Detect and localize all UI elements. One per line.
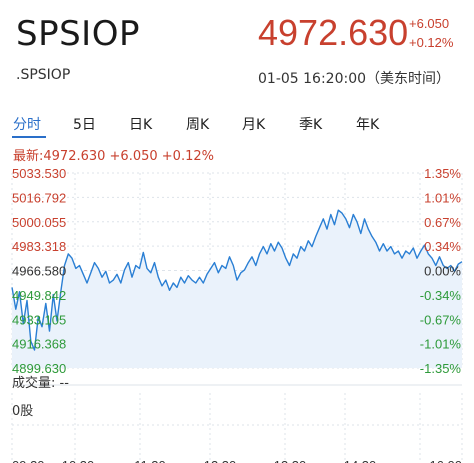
time-tick-label: 11:30	[134, 458, 166, 463]
percent-tick-label: 0.67%	[424, 215, 461, 230]
percent-tick-label: -0.34%	[420, 288, 462, 303]
tab-intraday[interactable]: 分时	[13, 117, 41, 133]
quote-header: SPSIOP .SPSIOP 4972.630 +6.050 +0.12% 01…	[0, 0, 474, 100]
percent-tick-label: -1.35%	[420, 361, 462, 376]
symbol-code: .SPSIOP	[16, 67, 71, 83]
percent-tick-label: -1.01%	[420, 337, 462, 352]
price-tick-label: 4983.318	[12, 239, 66, 254]
price-tick-label: 4916.368	[12, 337, 66, 352]
tab-weekly-k[interactable]: 周K	[186, 117, 210, 133]
price-tick-label: 5033.530	[12, 166, 66, 181]
period-tabs: 分时 5日 日K 周K 月K 季K 年K	[0, 114, 474, 138]
tab-quarterly-k[interactable]: 季K	[299, 117, 323, 133]
tab-daily-k[interactable]: 日K	[129, 117, 153, 133]
volume-value: 0股	[12, 404, 34, 419]
price-axis: 5033.530 5016.792 5000.055 4983.318 4966.580…	[12, 166, 66, 376]
price-area-fill	[12, 210, 462, 368]
time-tick-label: 13:30	[274, 458, 307, 463]
chart-area	[12, 210, 462, 368]
price-tick-label: 5000.055	[12, 215, 66, 230]
percent-tick-label: 0.00%	[424, 264, 461, 279]
intraday-chart: 5033.530 5016.792 5000.055 4983.318 4966.580…	[11, 166, 463, 463]
tab-yearly-k[interactable]: 年K	[356, 117, 380, 133]
time-tick-label: 10:30	[62, 458, 95, 463]
price-tick-label: 4966.580	[12, 264, 66, 279]
symbol-title: SPSIOP	[16, 14, 140, 54]
volume-label: 成交量: --	[12, 376, 69, 391]
price-tick-label: 4899.630	[12, 361, 66, 376]
price-change: +6.050	[409, 16, 450, 31]
percent-axis: 1.35% 1.01% 0.67% 0.34% 0.00% -0.34% -0.67% -1.…	[420, 166, 462, 376]
tab-monthly-k[interactable]: 月K	[242, 117, 266, 133]
price-tick-label: 4933.105	[12, 312, 66, 327]
tab-5day[interactable]: 5日	[73, 117, 96, 133]
percent-tick-label: -0.67%	[420, 312, 462, 327]
time-tick-label: 09:30	[12, 458, 45, 463]
price-change-percent: +0.12%	[409, 35, 454, 50]
price-line	[11, 209, 463, 351]
price-tick-label: 5016.792	[12, 190, 66, 205]
active-tab-indicator	[12, 136, 46, 138]
last-price: 4972.630	[258, 12, 409, 53]
time-tick-label: 12:30	[204, 458, 237, 463]
quote-time: 01-05 16:20:00（美东时间）	[258, 71, 451, 87]
time-tick-label: 14:30	[344, 458, 377, 463]
time-tick-label: 16:00	[429, 458, 462, 463]
latest-quote-line: 最新:4972.630 +6.050 +0.12%	[13, 149, 214, 164]
time-axis: 09:30 10:30 11:30 12:30 13:30 14:30 16:00	[12, 458, 462, 463]
percent-tick-label: 1.01%	[424, 190, 461, 205]
chart-series	[11, 209, 463, 351]
price-tick-label: 4949.842	[12, 288, 66, 303]
percent-tick-label: 0.34%	[424, 239, 461, 254]
percent-tick-label: 1.35%	[424, 166, 461, 181]
